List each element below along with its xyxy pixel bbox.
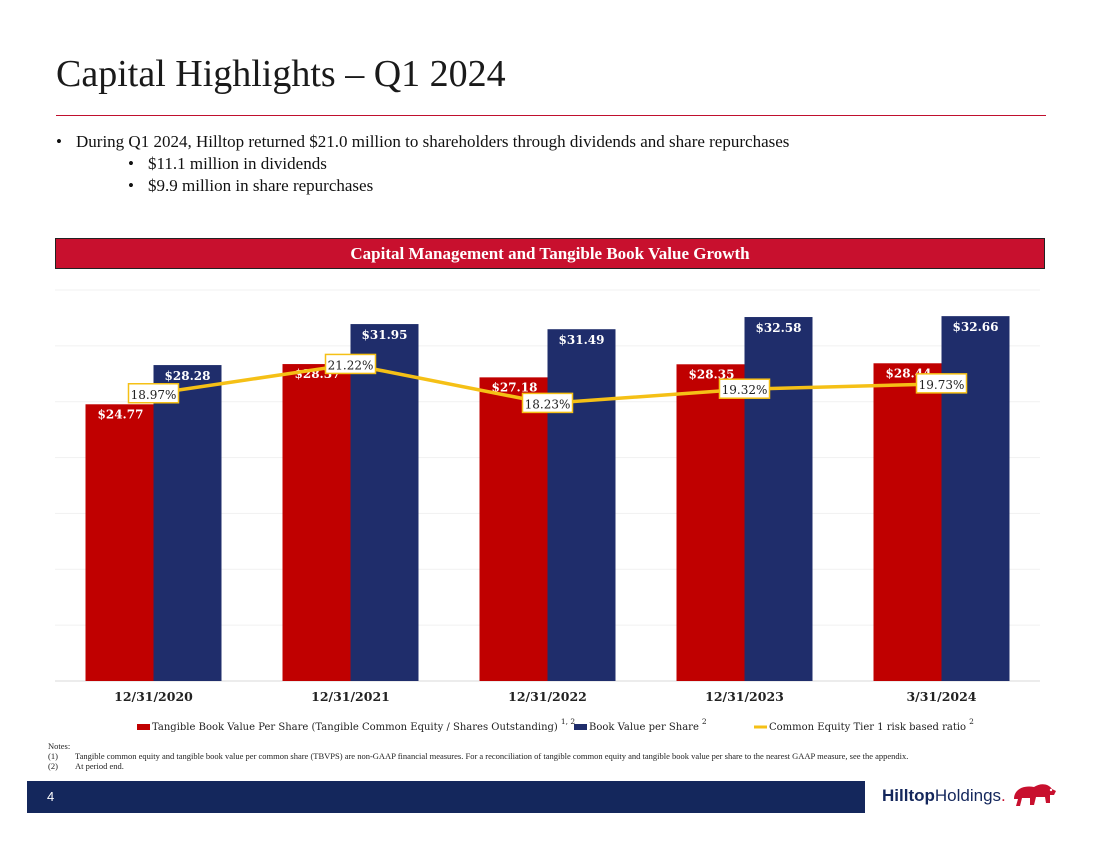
line-point-cet1: 21.22% <box>324 353 377 375</box>
bar-tbvps <box>85 404 154 681</box>
note-number: (2) <box>48 761 58 771</box>
bar-label-bvps: $32.66 <box>953 320 999 334</box>
bar-label-bvps: $32.58 <box>756 321 802 335</box>
bullet-sub-dividends: • $11.1 million in dividends <box>56 153 1056 175</box>
line-label-cet1: 18.97% <box>131 388 177 402</box>
hilltop-logo: HilltopHoldings. <box>882 776 1072 816</box>
x-tick-label: 12/31/2021 <box>311 689 390 704</box>
line-point-cet1: 18.97% <box>127 383 180 404</box>
legend-label: Book Value per Share <box>589 722 699 733</box>
bar-tbvps <box>676 364 745 681</box>
bar-label-tbvps: $28.35 <box>689 367 735 381</box>
page-number: 4 <box>47 789 55 804</box>
line-label-cet1: 18.23% <box>525 397 571 411</box>
bar-bvps <box>547 329 616 681</box>
x-tick-label: 3/31/2024 <box>906 689 976 704</box>
bar-bvps <box>153 365 222 681</box>
line-label-box <box>324 353 377 375</box>
line-label-cet1: 21.22% <box>328 358 374 372</box>
line-point-cet1: 18.23% <box>521 392 574 414</box>
legend-superscript: 2 <box>969 717 974 726</box>
bar-label-tbvps: $24.77 <box>98 407 144 421</box>
bullet-sub-text: $9.9 million in share repurchases <box>148 176 374 195</box>
page-title: Capital Highlights – Q1 2024 <box>56 53 506 95</box>
logo-wordmark-part1: Hilltop <box>882 786 935 805</box>
bar-bvps <box>744 317 813 681</box>
line-label-box <box>915 373 968 394</box>
note-text: Tangible common equity and tangible book… <box>75 751 909 761</box>
title-divider <box>56 115 1046 116</box>
bar-label-bvps: $28.28 <box>165 369 211 383</box>
bar-label-bvps: $31.49 <box>559 333 605 347</box>
buffalo-icon <box>1013 784 1056 806</box>
line-label-cet1: 19.32% <box>722 383 768 397</box>
note-item: (1) Tangible common equity and tangible … <box>48 751 1088 761</box>
bar-label-bvps: $31.95 <box>362 328 408 342</box>
legend-superscript: 1, 2 <box>561 717 576 726</box>
line-label-box <box>718 378 771 399</box>
x-tick-label: 12/31/2023 <box>705 689 784 704</box>
note-item: (2) At period end. <box>48 761 1088 771</box>
bullet-marker: • <box>56 132 62 151</box>
legend-label: Common Equity Tier 1 risk based ratio <box>769 722 966 733</box>
bar-tbvps <box>873 363 942 681</box>
footer-bar: 4 <box>27 781 865 813</box>
line-label-box <box>521 392 574 414</box>
legend-label: Tangible Book Value Per Share (Tangible … <box>152 722 558 733</box>
legend-swatch <box>137 724 150 730</box>
line-point-cet1: 19.32% <box>718 378 771 399</box>
note-text: At period end. <box>75 761 124 771</box>
bar-bvps <box>350 324 419 681</box>
bar-bvps <box>941 316 1010 681</box>
bar-label-tbvps: $27.18 <box>492 380 538 394</box>
x-tick-label: 12/31/2020 <box>114 689 193 704</box>
logo-wordmark-mark: . <box>1001 786 1006 805</box>
bullet-main-text: During Q1 2024, Hilltop returned $21.0 m… <box>76 132 790 151</box>
chart-banner: Capital Management and Tangible Book Val… <box>55 238 1045 269</box>
bullet-marker: • <box>128 154 134 173</box>
legend-swatch <box>574 724 587 730</box>
bullet-sub-text: $11.1 million in dividends <box>148 154 327 173</box>
bullet-main: • During Q1 2024, Hilltop returned $21.0… <box>56 131 1056 153</box>
bar-tbvps <box>282 364 351 681</box>
line-point-cet1: 19.73% <box>915 373 968 394</box>
line-label-box <box>127 383 180 404</box>
logo-wordmark-part2: Holdings <box>934 786 1002 805</box>
note-number: (1) <box>48 751 58 761</box>
line-label-cet1: 19.73% <box>919 378 965 392</box>
bullet-marker: • <box>128 176 134 195</box>
x-tick-label: 12/31/2022 <box>508 689 587 704</box>
notes-heading: Notes: <box>48 741 71 751</box>
bullet-sub-repurchases: • $9.9 million in share repurchases <box>56 175 1056 197</box>
notes: Notes: (1) Tangible common equity and ta… <box>48 741 1088 771</box>
bullet-list: • During Q1 2024, Hilltop returned $21.0… <box>56 131 1056 197</box>
bar-tbvps <box>479 377 548 681</box>
logo-wordmark: HilltopHoldings. <box>882 786 1006 806</box>
legend-superscript: 2 <box>702 717 707 726</box>
